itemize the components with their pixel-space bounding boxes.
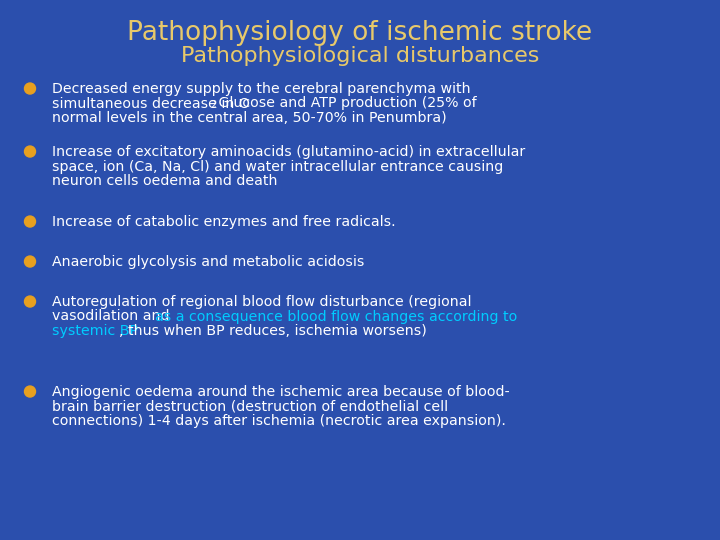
Text: simultaneous decrease in O: simultaneous decrease in O — [52, 97, 250, 111]
Text: vasodilation and: vasodilation and — [52, 309, 174, 323]
Text: connections) 1-4 days after ischemia (necrotic area expansion).: connections) 1-4 days after ischemia (ne… — [52, 414, 506, 428]
Text: normal levels in the central area, 50-70% in Penumbra): normal levels in the central area, 50-70… — [52, 111, 446, 125]
Text: neuron cells oedema and death: neuron cells oedema and death — [52, 174, 277, 188]
Text: Pathophysiology of ischemic stroke: Pathophysiology of ischemic stroke — [127, 20, 593, 46]
Text: Decreased energy supply to the cerebral parenchyma with: Decreased energy supply to the cerebral … — [52, 82, 471, 96]
Circle shape — [24, 146, 35, 157]
Text: systemic BP: systemic BP — [52, 324, 138, 338]
Text: 2: 2 — [210, 99, 216, 110]
Text: Glucose and ATP production (25% of: Glucose and ATP production (25% of — [214, 97, 477, 111]
Text: Increase of catabolic enzymes and free radicals.: Increase of catabolic enzymes and free r… — [52, 215, 395, 229]
Text: Anaerobic glycolysis and metabolic acidosis: Anaerobic glycolysis and metabolic acido… — [52, 255, 364, 269]
Text: Angiogenic oedema around the ischemic area because of blood-: Angiogenic oedema around the ischemic ar… — [52, 385, 510, 399]
Circle shape — [24, 256, 35, 267]
Circle shape — [24, 296, 35, 307]
Text: space, ion (Ca, Na, Cl) and water intracellular entrance causing: space, ion (Ca, Na, Cl) and water intrac… — [52, 159, 503, 173]
Text: brain barrier destruction (destruction of endothelial cell: brain barrier destruction (destruction o… — [52, 400, 448, 414]
Circle shape — [24, 386, 35, 397]
Text: Increase of excitatory aminoacids (glutamino-acid) in extracellular: Increase of excitatory aminoacids (gluta… — [52, 145, 526, 159]
Circle shape — [24, 216, 35, 227]
Circle shape — [24, 83, 35, 94]
Text: Pathophysiological disturbances: Pathophysiological disturbances — [181, 46, 539, 66]
Text: Autoregulation of regional blood flow disturbance (regional: Autoregulation of regional blood flow di… — [52, 295, 472, 309]
Text: , thus when BP reduces, ischemia worsens): , thus when BP reduces, ischemia worsens… — [119, 324, 426, 338]
Text: as a consequence blood flow changes according to: as a consequence blood flow changes acco… — [156, 309, 518, 323]
